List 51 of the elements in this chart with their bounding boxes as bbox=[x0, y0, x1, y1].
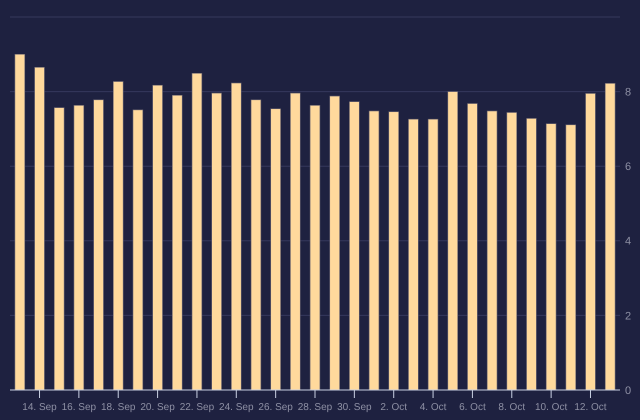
y-tick-label: 6 bbox=[625, 161, 632, 174]
x-tick-label: 8. Oct bbox=[498, 402, 526, 413]
x-tick-label: 28. Sep bbox=[298, 402, 333, 413]
bar bbox=[467, 103, 478, 390]
x-tick-label: 16. Sep bbox=[62, 402, 97, 413]
bar bbox=[34, 67, 45, 390]
bar bbox=[388, 111, 399, 390]
x-tick-label: 22. Sep bbox=[180, 402, 215, 413]
bar bbox=[250, 100, 262, 390]
x-tick-label: 4. Oct bbox=[420, 402, 447, 413]
bar bbox=[546, 123, 556, 390]
bar bbox=[486, 110, 498, 390]
x-tick-label: 30. Sep bbox=[337, 402, 372, 413]
x-tick-label: 12. Oct bbox=[574, 402, 607, 413]
bar bbox=[192, 73, 202, 390]
bar bbox=[310, 105, 320, 390]
y-tick-label: 8 bbox=[625, 86, 632, 98]
x-tick-label: 14. Sep bbox=[22, 402, 58, 413]
bar bbox=[448, 91, 458, 390]
bar bbox=[368, 110, 380, 390]
bar bbox=[526, 118, 537, 390]
x-tick-label: 10. Oct bbox=[535, 402, 568, 413]
bar bbox=[349, 101, 360, 390]
y-tick-label: 2 bbox=[625, 310, 632, 322]
x-tick-label: 18. Sep bbox=[100, 402, 136, 413]
bar bbox=[54, 107, 64, 390]
bar bbox=[290, 92, 301, 390]
bar bbox=[172, 95, 182, 390]
x-tick-label: 2. Oct bbox=[380, 402, 408, 413]
bar bbox=[132, 110, 144, 390]
bar bbox=[270, 108, 281, 390]
bar bbox=[329, 96, 340, 390]
bar bbox=[506, 112, 517, 390]
bar bbox=[93, 100, 104, 390]
bar bbox=[408, 118, 419, 390]
bar bbox=[14, 54, 26, 390]
bar bbox=[231, 82, 242, 390]
bar bbox=[211, 92, 222, 390]
bar bbox=[566, 124, 576, 390]
y-tick-label: 0 bbox=[625, 384, 632, 397]
bar bbox=[74, 105, 84, 390]
x-tick-label: 24. Sep bbox=[219, 402, 254, 413]
bar bbox=[585, 93, 596, 390]
bar bbox=[604, 83, 616, 390]
y-tick-label: 4 bbox=[625, 236, 632, 248]
x-tick-label: 20. Sep bbox=[140, 402, 176, 413]
bar bbox=[113, 81, 124, 390]
x-tick-label: 26. Sep bbox=[258, 402, 294, 413]
x-tick-label: 6. Oct bbox=[459, 402, 486, 413]
bar bbox=[428, 118, 438, 390]
bar bbox=[152, 84, 163, 390]
